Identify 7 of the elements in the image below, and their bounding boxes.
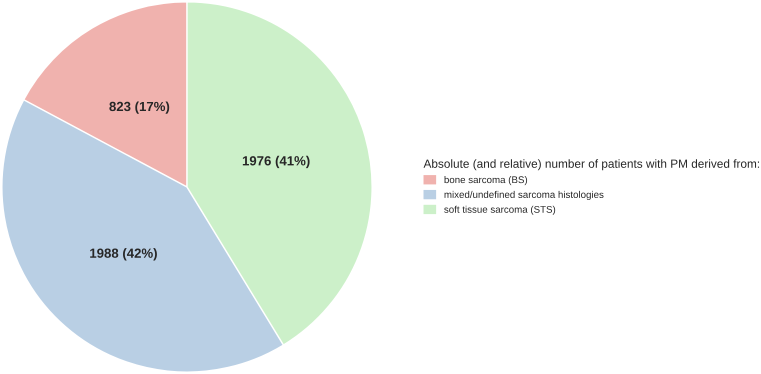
- legend-label: bone sarcoma (BS): [444, 176, 528, 186]
- legend-label: soft tissue sarcoma (STS): [444, 206, 556, 215]
- legend-title: Absolute (and relative) number of patients with PM derived from:: [424, 159, 760, 170]
- data-label: 1988 (42%): [90, 248, 157, 260]
- data-label: 823 (17%): [109, 101, 170, 114]
- data-label: 1976 (41%): [242, 156, 310, 168]
- legend-label: mixed/undefined sarcoma histologies: [444, 190, 604, 200]
